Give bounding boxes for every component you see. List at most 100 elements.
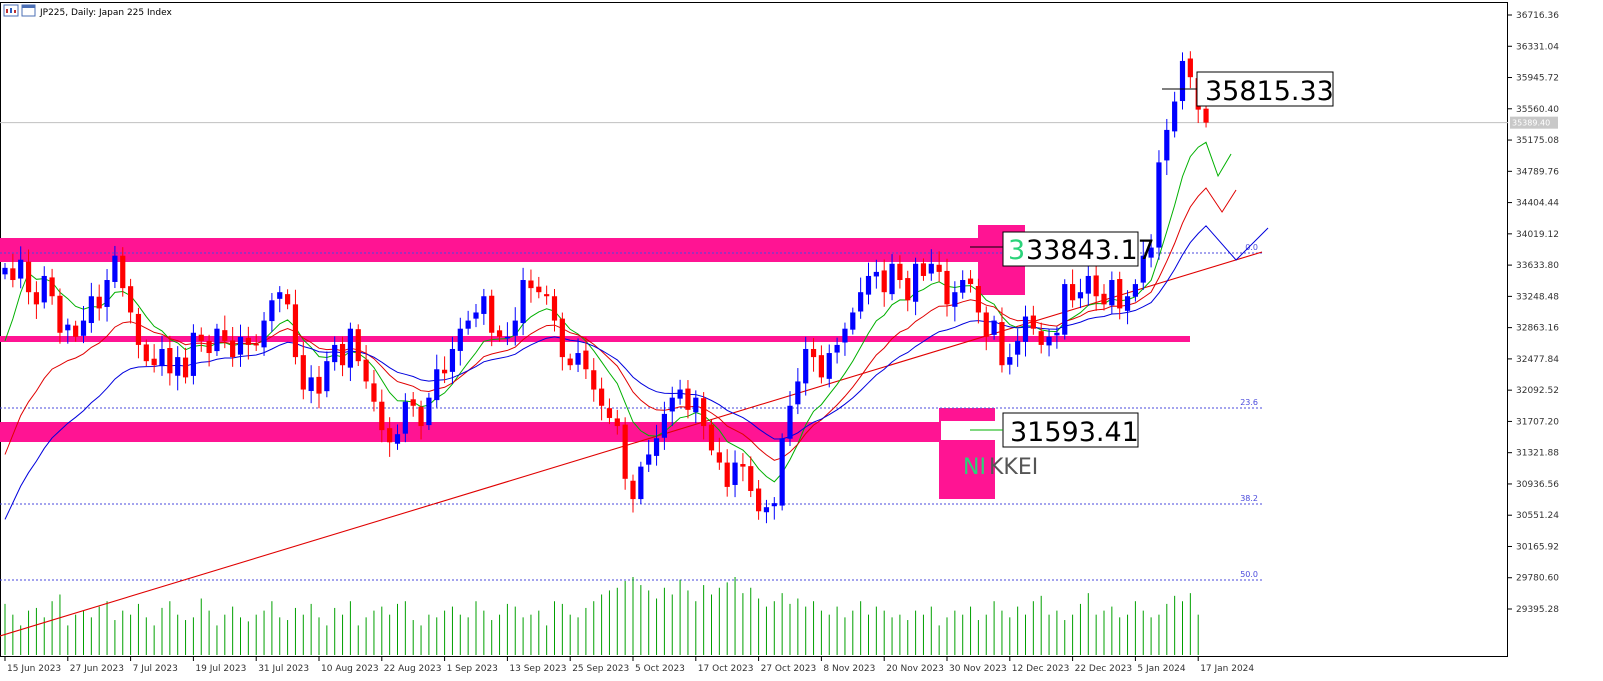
y-tick-label: 31321.88 — [1516, 449, 1559, 459]
candle-body — [190, 332, 196, 376]
candle-body — [897, 263, 903, 281]
candle-body — [669, 397, 675, 412]
candle-body — [528, 280, 534, 289]
candle-body — [402, 401, 408, 434]
upper-zone-green-digit: 3 — [1008, 235, 1025, 266]
candle-body — [347, 328, 353, 368]
y-tick-label: 31707.20 — [1516, 417, 1559, 427]
candle-body — [1085, 275, 1091, 294]
candle-body — [1140, 255, 1146, 283]
candle-body — [591, 370, 597, 390]
candle-body — [842, 328, 848, 343]
candle-body — [991, 320, 997, 335]
candle-body — [748, 466, 754, 491]
x-tick-label: 31 Jul 2023 — [258, 664, 309, 674]
candle-body — [779, 438, 785, 506]
candle-body — [394, 434, 401, 444]
candle-body — [1038, 331, 1044, 345]
candle-body — [308, 377, 314, 392]
rising-trendline — [0, 251, 1263, 637]
candle-body — [449, 348, 456, 372]
x-tick-label: 22 Dec 2023 — [1075, 664, 1133, 674]
candle-body — [206, 340, 212, 354]
x-tick-label: 20 Nov 2023 — [886, 664, 944, 674]
x-tick-label: 22 Aug 2023 — [384, 664, 442, 674]
chart-title: JP225, Daily: Japan 225 Index — [39, 8, 172, 18]
candle-body — [920, 263, 927, 276]
candle-body — [881, 270, 887, 293]
candle-body — [1172, 101, 1178, 132]
candle-body — [496, 330, 503, 337]
candle-body — [1164, 129, 1170, 161]
candle-body — [324, 361, 330, 392]
candle-body — [1132, 284, 1138, 297]
candle-body — [410, 399, 416, 406]
candle-body — [379, 401, 385, 431]
candle-body — [701, 398, 707, 427]
candle-body — [292, 304, 299, 358]
candle-body — [567, 358, 573, 366]
candle-body — [222, 330, 228, 341]
candle-body — [504, 336, 510, 339]
upper-zone-price-label: 33843.17 — [1026, 235, 1155, 266]
y-tick-label: 35945.72 — [1516, 74, 1559, 84]
brand-label-green: NI — [963, 455, 986, 480]
candle-body — [858, 292, 864, 312]
x-tick-label: 1 Sep 2023 — [447, 664, 498, 674]
candle-body — [135, 313, 142, 345]
candle-body — [300, 355, 306, 390]
candle-body — [763, 507, 770, 513]
candle-body — [999, 322, 1005, 366]
candle-body — [983, 312, 989, 337]
candle-body — [1156, 162, 1162, 248]
bar-chart-icon — [3, 4, 19, 17]
candle-body — [277, 292, 283, 299]
x-tick-label: 15 Jun 2023 — [7, 664, 61, 674]
candle-body — [661, 413, 667, 438]
candle-body — [489, 295, 495, 333]
y-tick-label: 34404.44 — [1516, 199, 1559, 209]
y-tick-label: 30936.56 — [1516, 480, 1559, 490]
fibonacci-levels: 0.0 23.6 38.2 50.0 — [0, 122, 1508, 581]
candle-body — [237, 336, 244, 355]
candle-body — [1077, 292, 1084, 299]
fib-level-label: 50.0 — [1240, 570, 1258, 579]
candle-body — [151, 358, 157, 366]
x-tick-label: 7 Jul 2023 — [133, 664, 178, 674]
candle-body — [339, 343, 346, 366]
candle-body — [442, 369, 448, 374]
candle-body — [1093, 275, 1099, 297]
candle-body — [889, 263, 895, 295]
candles — [2, 51, 1209, 524]
candle-body — [104, 280, 110, 307]
y-tick-label: 32863.16 — [1516, 324, 1559, 334]
candle-body — [756, 488, 762, 512]
candle-body — [253, 343, 259, 346]
lower-support-zone — [0, 422, 995, 442]
candle-body — [355, 329, 361, 362]
candle-body — [638, 466, 644, 500]
candle-body — [512, 320, 518, 336]
candle-body — [536, 286, 542, 293]
candle-body — [599, 388, 605, 406]
candle-body — [551, 296, 558, 321]
window-icon-titlebar — [22, 5, 35, 8]
fib-level-label: 23.6 — [1240, 398, 1258, 407]
y-tick-label: 29780.60 — [1516, 574, 1559, 584]
x-tick-label: 10 Aug 2023 — [321, 664, 379, 674]
y-tick-label: 33248.48 — [1516, 292, 1559, 302]
candle-body — [143, 344, 149, 362]
y-tick-label: 35175.08 — [1516, 136, 1559, 146]
candle-body — [261, 320, 267, 348]
candle-body — [913, 263, 919, 302]
x-tick-label: 25 Sep 2023 — [572, 664, 629, 674]
candle-body — [1054, 332, 1060, 336]
candle-body — [952, 292, 958, 307]
x-tick-label: 5 Oct 2023 — [635, 664, 685, 674]
candle-body — [159, 348, 165, 367]
y-tick-label: 29395.28 — [1516, 605, 1559, 615]
candle-body — [371, 383, 377, 402]
axes: 36716.36 36331.04 35945.72 35560.40 35175.08… — [4, 11, 1559, 674]
